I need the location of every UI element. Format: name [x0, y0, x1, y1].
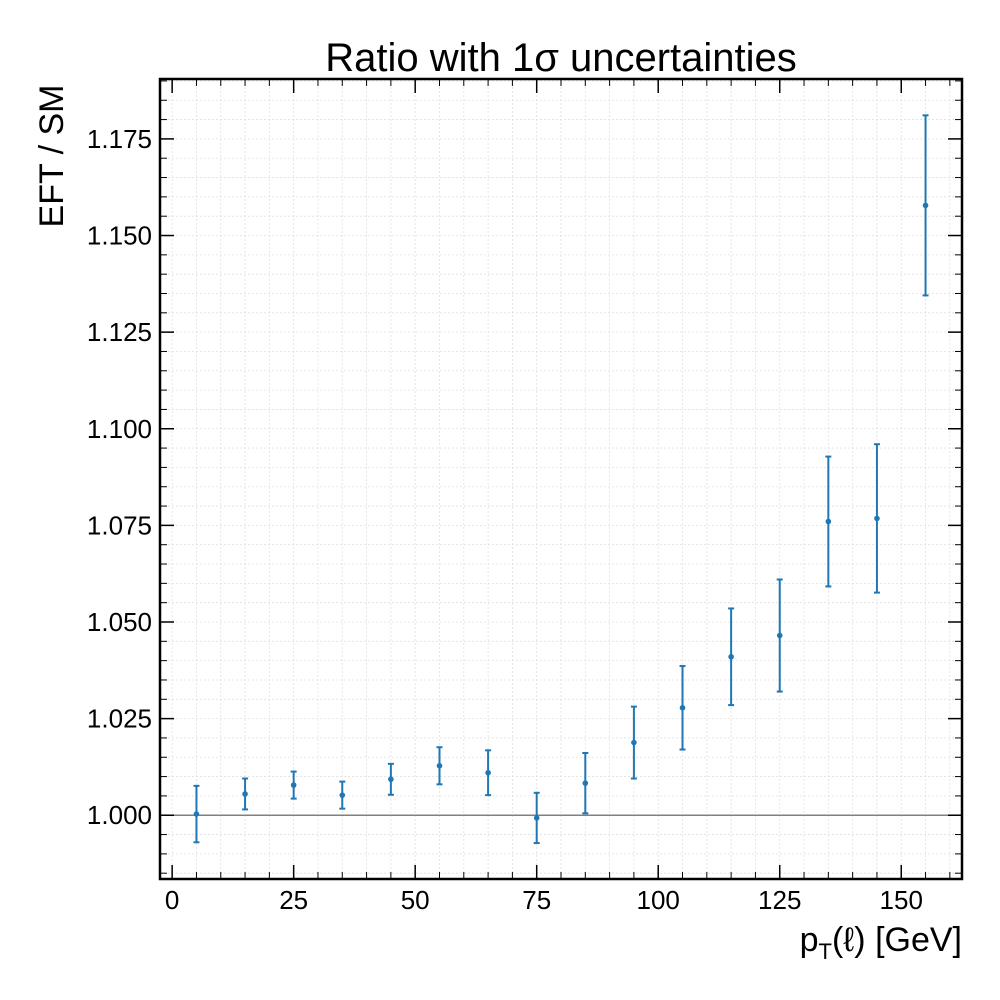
- y-tick-label: 1.050: [87, 607, 152, 637]
- y-tick-label: 1.100: [87, 414, 152, 444]
- data-point: [776, 632, 783, 639]
- data-point: [193, 811, 200, 817]
- data-point: [631, 739, 637, 746]
- data-point: [922, 202, 929, 209]
- x-tick-label: 125: [758, 885, 801, 915]
- x-tick-label: 150: [880, 885, 923, 915]
- x-tick-label: 100: [637, 885, 680, 915]
- x-tick-label: 0: [165, 885, 179, 915]
- data-point: [485, 769, 491, 776]
- data-point: [874, 515, 880, 522]
- x-tick-label: 75: [522, 885, 551, 915]
- data-point: [533, 815, 540, 821]
- y-tick-label: 1.175: [87, 124, 152, 154]
- x-tick-label: 50: [401, 885, 430, 915]
- y-tick-label: 1.025: [87, 704, 152, 734]
- plot-frame: [158, 77, 964, 881]
- data-point: [290, 782, 297, 788]
- y-tick-label: 1.150: [87, 221, 152, 251]
- data-point: [339, 792, 346, 798]
- data-point: [825, 518, 832, 525]
- y-tick-label: 1.075: [87, 510, 152, 540]
- data-point: [388, 776, 394, 783]
- y-tick-label: 1.125: [87, 317, 152, 347]
- data-point: [582, 780, 589, 786]
- y-axis-label: EFT / SM: [33, 84, 71, 228]
- chart-title: Ratio with 1σ uncertainties: [325, 36, 797, 80]
- data-point: [728, 653, 734, 660]
- data-point: [242, 791, 248, 797]
- x-axis-label: pT(ℓ) [GeV]: [799, 921, 962, 964]
- x-tick-label: 25: [279, 885, 308, 915]
- data-point: [679, 704, 686, 711]
- y-tick-label: 1.000: [87, 800, 152, 830]
- data-point: [436, 762, 443, 769]
